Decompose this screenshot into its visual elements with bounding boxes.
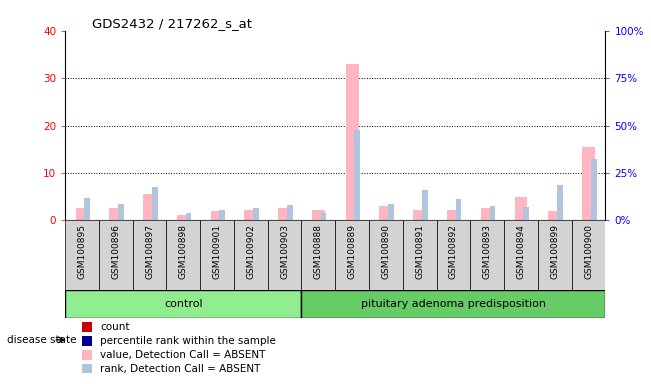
Text: rank, Detection Call = ABSENT: rank, Detection Call = ABSENT bbox=[100, 364, 260, 374]
Text: GSM100895: GSM100895 bbox=[77, 224, 87, 279]
Bar bbox=[84, 197, 90, 220]
Bar bbox=[186, 213, 191, 220]
Bar bbox=[133, 220, 167, 290]
Bar bbox=[523, 207, 529, 220]
Bar bbox=[118, 204, 124, 220]
Bar bbox=[346, 64, 359, 220]
Bar bbox=[413, 210, 426, 220]
Bar bbox=[591, 159, 596, 220]
Text: GDS2432 / 217262_s_at: GDS2432 / 217262_s_at bbox=[92, 17, 252, 30]
Bar bbox=[456, 199, 462, 220]
Bar bbox=[253, 209, 259, 220]
Text: GSM100898: GSM100898 bbox=[179, 224, 187, 279]
Bar bbox=[109, 209, 122, 220]
Bar bbox=[177, 215, 189, 220]
Bar bbox=[490, 206, 495, 220]
Text: GSM100903: GSM100903 bbox=[280, 224, 289, 279]
Bar bbox=[538, 220, 572, 290]
Bar bbox=[514, 197, 527, 220]
Text: disease state: disease state bbox=[7, 335, 76, 345]
Text: GSM100892: GSM100892 bbox=[449, 224, 458, 279]
Bar bbox=[354, 130, 360, 220]
Bar bbox=[152, 187, 158, 220]
Bar bbox=[219, 210, 225, 220]
Text: GSM100896: GSM100896 bbox=[111, 224, 120, 279]
Bar bbox=[403, 220, 437, 290]
Text: GSM100899: GSM100899 bbox=[550, 224, 559, 279]
Bar bbox=[548, 211, 561, 220]
Bar bbox=[312, 210, 325, 220]
Bar bbox=[278, 209, 291, 220]
Text: GSM100888: GSM100888 bbox=[314, 224, 323, 279]
Bar bbox=[268, 220, 301, 290]
Bar bbox=[447, 210, 460, 220]
Text: GSM100901: GSM100901 bbox=[213, 224, 221, 279]
Bar bbox=[335, 220, 369, 290]
Bar bbox=[211, 211, 223, 220]
Text: value, Detection Call = ABSENT: value, Detection Call = ABSENT bbox=[100, 350, 266, 360]
Bar bbox=[388, 204, 394, 220]
Bar bbox=[234, 220, 268, 290]
Text: GSM100894: GSM100894 bbox=[516, 224, 525, 279]
Text: percentile rank within the sample: percentile rank within the sample bbox=[100, 336, 276, 346]
Text: GSM100900: GSM100900 bbox=[584, 224, 593, 279]
Text: GSM100893: GSM100893 bbox=[483, 224, 492, 279]
Bar bbox=[301, 220, 335, 290]
Bar bbox=[65, 220, 99, 290]
Bar bbox=[557, 185, 563, 220]
Text: control: control bbox=[164, 299, 202, 309]
Text: GSM100890: GSM100890 bbox=[381, 224, 391, 279]
Bar bbox=[65, 290, 301, 318]
Text: GSM100897: GSM100897 bbox=[145, 224, 154, 279]
Bar bbox=[380, 206, 393, 220]
Text: pituitary adenoma predisposition: pituitary adenoma predisposition bbox=[361, 299, 546, 309]
Bar bbox=[244, 210, 257, 220]
Bar bbox=[201, 220, 234, 290]
Bar bbox=[287, 205, 293, 220]
Bar bbox=[582, 147, 595, 220]
Bar bbox=[481, 209, 493, 220]
Text: GSM100902: GSM100902 bbox=[246, 224, 255, 279]
Bar bbox=[572, 220, 605, 290]
Bar bbox=[422, 190, 428, 220]
Bar bbox=[99, 220, 133, 290]
Bar bbox=[321, 213, 326, 220]
Bar bbox=[76, 209, 89, 220]
Text: GSM100889: GSM100889 bbox=[348, 224, 357, 279]
Text: count: count bbox=[100, 323, 130, 333]
Bar bbox=[143, 194, 156, 220]
Bar bbox=[301, 290, 605, 318]
Bar bbox=[369, 220, 403, 290]
Text: GSM100891: GSM100891 bbox=[415, 224, 424, 279]
Bar bbox=[470, 220, 504, 290]
Bar bbox=[167, 220, 201, 290]
Bar bbox=[437, 220, 470, 290]
Bar bbox=[504, 220, 538, 290]
